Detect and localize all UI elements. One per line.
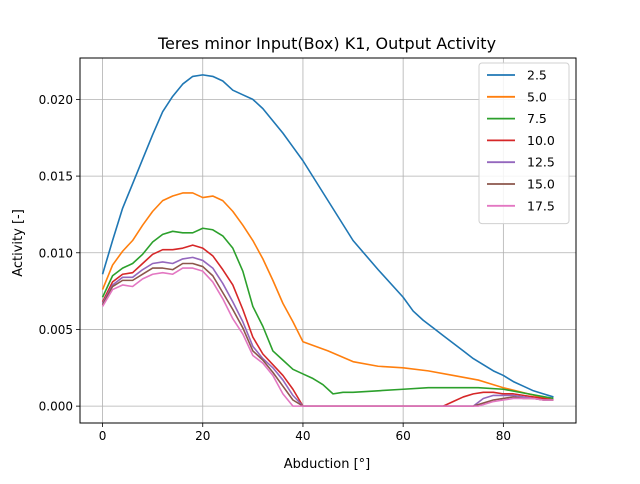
legend-label: 10.0 [527,133,555,148]
series-lines [101,74,554,407]
legend-label: 12.5 [527,155,555,170]
series-line-7 [101,267,554,407]
legend-box [478,62,570,225]
legend: 2.5 5.0 7.5 10.0 12.5 15.0 17.5 [478,62,570,225]
series-line-5 [101,256,554,407]
y-tick-label: 0.020 [39,93,73,107]
y-tick-label: 0.015 [39,170,73,184]
plot-frame [79,57,577,424]
series-line-2 [101,192,554,401]
series-line-3 [101,227,554,400]
series-line-6 [101,262,554,407]
y-axis-label: Activity [-] [11,209,26,277]
legend-label: 17.5 [527,198,555,213]
series-line-4 [101,244,554,407]
x-tick-label: 40 [295,429,310,443]
legend-label: 2.5 [527,68,547,83]
legend-label: 7.5 [527,111,547,126]
y-tick-label: 0.005 [39,323,73,337]
series-line-1 [101,74,554,398]
x-axis-label: Abduction [°] [284,457,370,472]
chart-title: Teres minor Input(Box) K1, Output Activi… [157,34,496,53]
x-tick-label: 0 [99,429,107,443]
legend-label: 15.0 [527,177,555,192]
axis-ticks: 0 20 40 60 80 0.000 0.005 0.010 0.015 0.020 [39,93,511,443]
legend-label: 5.0 [527,89,547,104]
x-tick-label: 60 [396,429,411,443]
y-tick-label: 0.000 [39,400,73,414]
x-tick-label: 20 [195,429,210,443]
y-tick-label: 0.010 [39,246,73,260]
x-tick-label: 80 [496,429,511,443]
